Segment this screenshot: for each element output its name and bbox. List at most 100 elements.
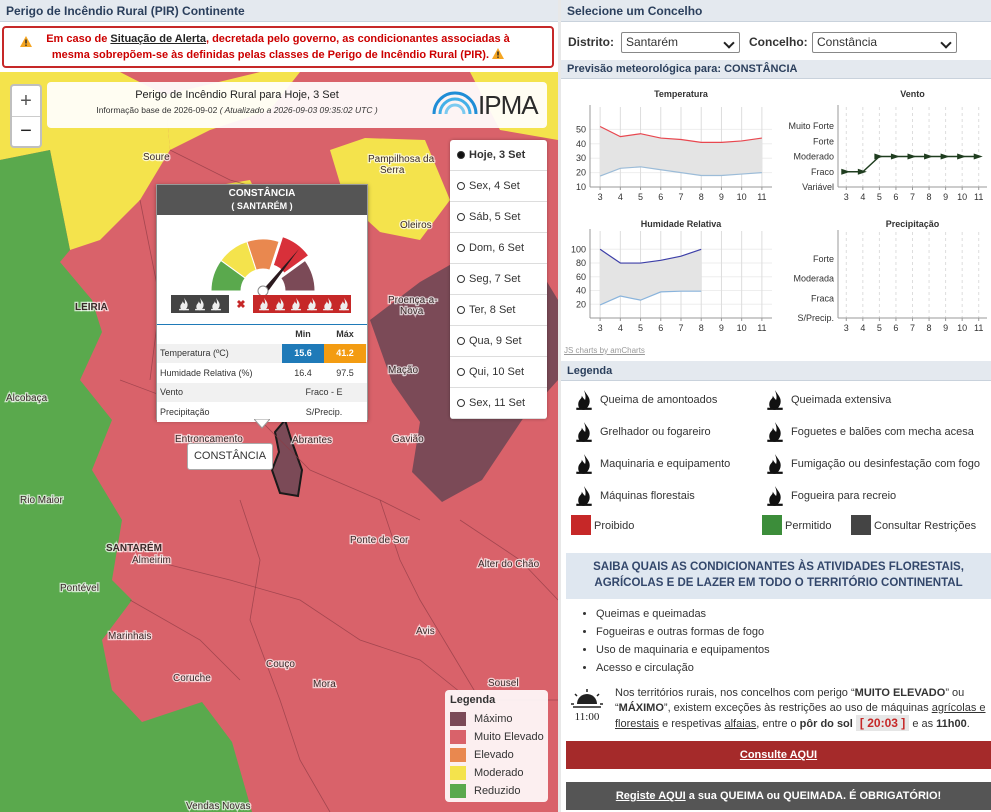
day-option[interactable]: Seg, 7 Set bbox=[450, 264, 547, 295]
activity-icon bbox=[576, 486, 592, 506]
place-label: Pampilhosa da Serra bbox=[368, 154, 435, 176]
x-tick-label: 7 bbox=[910, 323, 915, 333]
day-label: Dom, 6 Set bbox=[469, 242, 525, 254]
register-part: Registe AQUI bbox=[615, 790, 686, 802]
day-option[interactable]: Sáb, 5 Set bbox=[450, 202, 547, 233]
place-label: Couço bbox=[266, 659, 295, 670]
x-tick-label: 9 bbox=[719, 323, 724, 333]
place-label-line: Abrantes bbox=[292, 435, 332, 446]
y-tick-label: 40 bbox=[576, 139, 586, 149]
warning-icon bbox=[20, 36, 32, 47]
status-swatch bbox=[571, 515, 591, 535]
column-header: Máx bbox=[336, 329, 354, 339]
legend-label: Máximo bbox=[474, 713, 513, 725]
popup-pointer bbox=[254, 419, 270, 429]
day-option[interactable]: Qua, 9 Set bbox=[450, 326, 547, 357]
x-tick-label: 11 bbox=[757, 192, 766, 202]
day-label: Sex, 4 Set bbox=[469, 180, 520, 192]
day-option[interactable]: Dom, 6 Set bbox=[450, 233, 547, 264]
place-label: Gavião bbox=[392, 434, 424, 445]
day-label: Seg, 7 Set bbox=[469, 273, 521, 285]
place-label-line: Pampilhosa da bbox=[368, 154, 435, 165]
x-tick-label: 4 bbox=[860, 192, 865, 202]
place-label: Soure bbox=[143, 152, 170, 163]
place-label: Entroncamento bbox=[175, 434, 243, 445]
map-info-base: Informação base de 2026-09-02 bbox=[96, 105, 218, 115]
logo-mark bbox=[432, 91, 478, 115]
place-label: Mação bbox=[388, 365, 418, 376]
y-tick-label: 80 bbox=[576, 258, 586, 268]
notice-part: e respetivas bbox=[659, 718, 725, 730]
municipality-label: Concelho: bbox=[749, 35, 808, 49]
day-option[interactable]: Sex, 4 Set bbox=[450, 171, 547, 202]
row-label: Temperatura (ºC) bbox=[160, 348, 229, 358]
map-info-title: Perigo de Incêndio Rural para Hoje, 3 Se… bbox=[135, 89, 339, 101]
radio bbox=[457, 368, 465, 376]
place-label: Abrantes bbox=[292, 435, 332, 446]
legend-swatch bbox=[450, 712, 466, 726]
alert-text: Em caso de bbox=[46, 33, 111, 45]
municipality-select[interactable]: Constância bbox=[812, 32, 957, 53]
zoom-out[interactable]: − bbox=[20, 120, 32, 142]
radio bbox=[457, 182, 465, 190]
legend-swatch bbox=[450, 730, 466, 744]
chart-credit[interactable]: JS charts by amCharts bbox=[564, 346, 645, 355]
legend-label: Moderado bbox=[474, 767, 524, 779]
cross: ✖ bbox=[236, 299, 245, 311]
day-option[interactable]: Sex, 11 Set bbox=[450, 388, 547, 419]
status-swatch bbox=[762, 515, 782, 535]
place-label: SANTARÉM bbox=[106, 541, 162, 554]
notice-part: ”, existem exceções às restrições ao uso… bbox=[663, 702, 932, 714]
x-tick-label: 8 bbox=[699, 192, 704, 202]
y-tick-label: 40 bbox=[576, 286, 586, 296]
wind-marker bbox=[973, 153, 983, 160]
x-tick-label: 10 bbox=[957, 192, 967, 202]
gauge: ✖ bbox=[171, 236, 351, 313]
notice-part: 11h00 bbox=[936, 718, 967, 730]
radio bbox=[457, 275, 465, 283]
icon bbox=[576, 390, 592, 410]
notice-part: MÁXIMO bbox=[618, 702, 664, 714]
place-label-line: SANTARÉM bbox=[106, 541, 162, 554]
day-option[interactable]: Ter, 8 Set bbox=[450, 295, 547, 326]
day-option[interactable]: Hoje, 3 Set bbox=[450, 140, 547, 171]
y-tick-label: 50 bbox=[576, 124, 586, 134]
consult-button[interactable]: Consulte AQUI bbox=[566, 741, 991, 769]
register-button[interactable]: Registe AQUI a sua QUEIMA ou QUEIMADA. É… bbox=[566, 782, 991, 810]
x-tick-label: 5 bbox=[877, 192, 882, 202]
alert-link[interactable]: Situação de Alerta bbox=[110, 33, 206, 45]
x-tick-label: 9 bbox=[943, 192, 948, 202]
conditions-list: Queimas e queimadasFogueiras e outras fo… bbox=[566, 605, 976, 677]
series-line bbox=[599, 166, 762, 177]
zoom-in[interactable]: + bbox=[12, 86, 40, 117]
place-label-line: Serra bbox=[380, 165, 405, 176]
min-value: 16.4 bbox=[294, 367, 312, 378]
x-tick-label: 8 bbox=[927, 323, 932, 333]
row-bg bbox=[157, 383, 367, 402]
icon bbox=[767, 422, 783, 442]
legend-swatch bbox=[450, 766, 466, 780]
y-tick-label: Variável bbox=[802, 182, 834, 192]
chart-title: Precipitação bbox=[886, 219, 940, 229]
x-tick-label: 5 bbox=[877, 323, 882, 333]
x-tick-label: 4 bbox=[618, 323, 623, 333]
icon bbox=[576, 454, 592, 474]
radio bbox=[457, 399, 465, 407]
chart: Humidade Relativa 20 40 60 80 100 3 4 5 6 7 8 9 10 11 bbox=[571, 219, 772, 333]
day-list: Hoje, 3 Set Sex, 4 Set Sáb, 5 Set Dom, 6 Se… bbox=[450, 140, 547, 419]
notice-part: e as bbox=[909, 718, 937, 730]
day-option[interactable]: Qui, 10 Set bbox=[450, 357, 547, 388]
y-tick-label: 20 bbox=[576, 168, 586, 178]
min-value: 15.6 bbox=[282, 344, 324, 363]
district-select[interactable]: Santarém bbox=[621, 32, 740, 53]
icon bbox=[576, 486, 592, 506]
region bbox=[0, 150, 252, 812]
x-tick-label: 4 bbox=[618, 192, 623, 202]
map-info-updated: ( Atualizado a 2026-09-03 09:35:02 UTC ) bbox=[219, 105, 378, 115]
place-label: Marinhais bbox=[108, 631, 151, 642]
forecast-charts: Temperatura 10 20 30 40 50 3 4 5 6 7 8 9 10 11 Vento Var… bbox=[571, 89, 987, 333]
legend-header: Legenda bbox=[561, 361, 991, 381]
activity-icon bbox=[767, 422, 783, 442]
place-label-line: Ponte de Sor bbox=[350, 535, 409, 546]
x-tick-label: 3 bbox=[844, 192, 849, 202]
